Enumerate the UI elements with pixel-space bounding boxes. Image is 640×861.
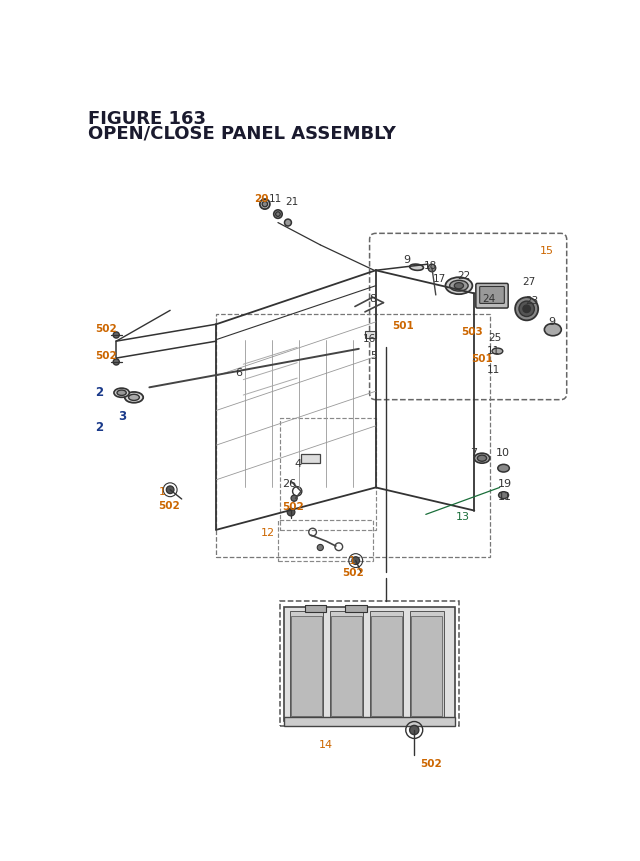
- Ellipse shape: [499, 492, 509, 499]
- Text: 2: 2: [95, 420, 104, 433]
- Text: 1: 1: [159, 486, 166, 496]
- Text: 501: 501: [393, 320, 415, 331]
- Text: 1: 1: [349, 555, 356, 566]
- Circle shape: [317, 545, 323, 551]
- Bar: [369, 611, 403, 719]
- Text: 16: 16: [363, 334, 376, 344]
- Text: 23: 23: [525, 295, 538, 306]
- Text: FIGURE 163: FIGURE 163: [88, 109, 206, 127]
- Bar: [216, 315, 490, 557]
- Bar: [284, 607, 455, 721]
- Text: 501: 501: [471, 353, 493, 363]
- Text: 3: 3: [118, 410, 127, 423]
- Ellipse shape: [113, 359, 119, 366]
- Text: 21: 21: [285, 196, 298, 207]
- Bar: [291, 616, 322, 716]
- Text: 20: 20: [254, 194, 269, 204]
- Bar: [345, 605, 367, 612]
- Ellipse shape: [285, 220, 291, 226]
- Bar: [371, 616, 402, 716]
- Text: 11: 11: [486, 345, 500, 356]
- Ellipse shape: [260, 200, 270, 210]
- Bar: [289, 611, 323, 719]
- Text: 502: 502: [420, 759, 442, 769]
- Ellipse shape: [474, 454, 490, 463]
- Text: 18: 18: [424, 261, 438, 271]
- Text: 6: 6: [236, 367, 243, 377]
- Text: 26: 26: [282, 479, 296, 489]
- Bar: [301, 455, 319, 463]
- Ellipse shape: [125, 393, 143, 403]
- Text: 11: 11: [269, 194, 282, 204]
- Ellipse shape: [276, 213, 280, 217]
- FancyBboxPatch shape: [480, 287, 504, 304]
- Text: 24: 24: [482, 294, 495, 304]
- Circle shape: [291, 496, 297, 502]
- Bar: [280, 602, 459, 727]
- Circle shape: [428, 265, 436, 273]
- Text: 9: 9: [548, 317, 556, 327]
- Text: 13: 13: [456, 511, 470, 521]
- Circle shape: [352, 557, 360, 565]
- Ellipse shape: [129, 395, 140, 401]
- Circle shape: [410, 726, 419, 734]
- Bar: [305, 605, 326, 612]
- Ellipse shape: [523, 306, 531, 313]
- Bar: [284, 717, 455, 727]
- Text: 503: 503: [461, 326, 483, 337]
- Text: 4: 4: [294, 459, 301, 468]
- Text: 15: 15: [540, 245, 554, 256]
- Ellipse shape: [477, 455, 486, 461]
- Text: 25: 25: [488, 332, 501, 343]
- Ellipse shape: [274, 211, 282, 219]
- Text: 19: 19: [497, 479, 511, 489]
- Ellipse shape: [113, 332, 119, 338]
- Text: 502: 502: [282, 502, 303, 511]
- Text: 11: 11: [497, 491, 511, 501]
- Text: 8: 8: [369, 294, 376, 304]
- Text: 502: 502: [342, 567, 364, 577]
- Ellipse shape: [498, 465, 509, 473]
- Text: 14: 14: [319, 740, 333, 749]
- Ellipse shape: [545, 324, 561, 337]
- Bar: [365, 331, 376, 338]
- Circle shape: [287, 509, 295, 517]
- Circle shape: [166, 486, 174, 494]
- Bar: [330, 611, 364, 719]
- Ellipse shape: [262, 202, 268, 208]
- Bar: [331, 616, 362, 716]
- Text: 502: 502: [95, 351, 117, 361]
- FancyBboxPatch shape: [476, 284, 508, 309]
- Text: 12: 12: [261, 528, 275, 538]
- Text: OPEN/CLOSE PANEL ASSEMBLY: OPEN/CLOSE PANEL ASSEMBLY: [88, 124, 396, 142]
- Text: 5: 5: [371, 351, 377, 361]
- Ellipse shape: [410, 265, 424, 271]
- Text: 17: 17: [433, 274, 446, 284]
- Bar: [411, 616, 442, 716]
- Ellipse shape: [117, 391, 126, 396]
- Ellipse shape: [450, 281, 468, 292]
- Ellipse shape: [445, 278, 472, 294]
- Text: 502: 502: [95, 324, 117, 334]
- Text: 22: 22: [458, 271, 470, 281]
- Bar: [280, 418, 376, 530]
- Ellipse shape: [492, 349, 503, 355]
- Ellipse shape: [515, 298, 538, 321]
- Text: 502: 502: [159, 500, 180, 511]
- Bar: [410, 611, 444, 719]
- Bar: [278, 520, 372, 561]
- Ellipse shape: [519, 301, 534, 317]
- Ellipse shape: [114, 388, 129, 398]
- Text: 2: 2: [95, 386, 104, 399]
- Text: 27: 27: [522, 276, 535, 287]
- Text: 10: 10: [496, 448, 510, 458]
- Text: 9: 9: [403, 255, 411, 265]
- Text: 11: 11: [486, 365, 500, 375]
- Ellipse shape: [454, 283, 463, 289]
- Text: 7: 7: [470, 448, 477, 458]
